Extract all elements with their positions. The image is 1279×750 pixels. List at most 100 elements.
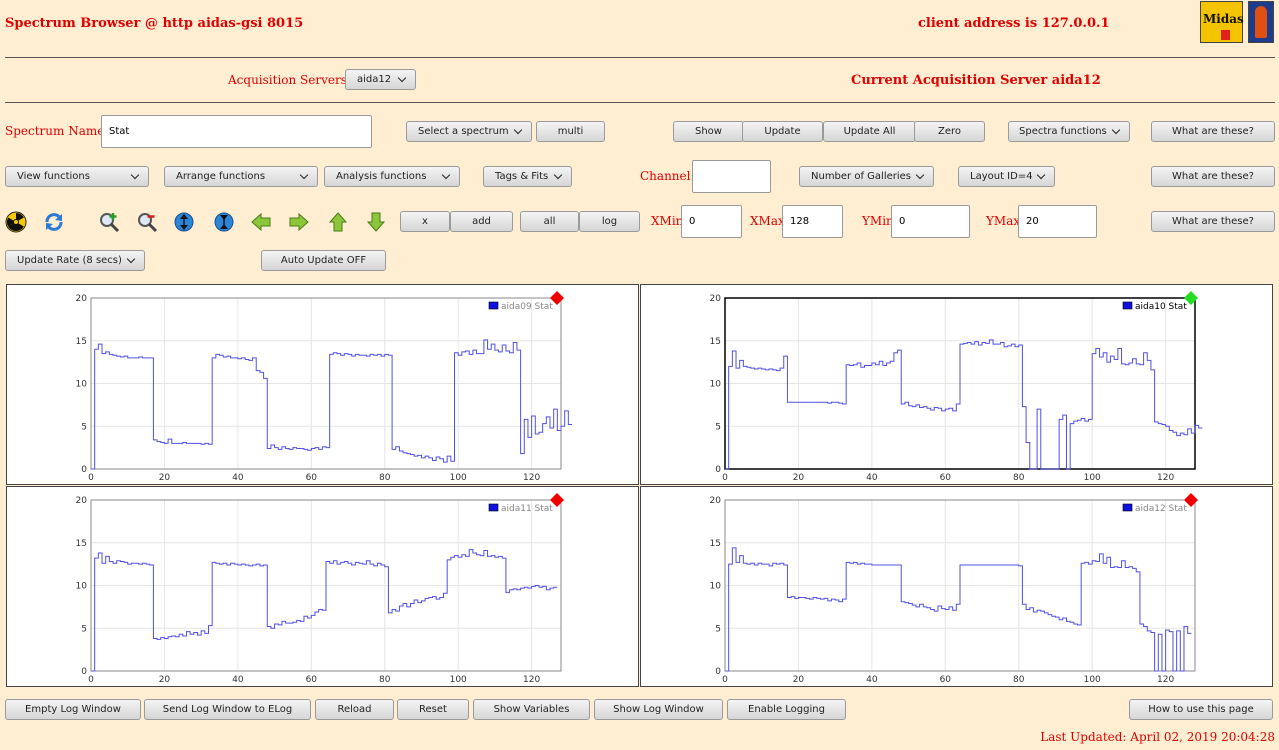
multi-button[interactable]: multi bbox=[536, 121, 605, 142]
arrow-down-icon[interactable] bbox=[365, 211, 387, 233]
status-diamond-icon bbox=[1184, 291, 1198, 305]
x-tick-label: 20 bbox=[159, 675, 171, 685]
xmax-input[interactable]: 128 bbox=[782, 205, 843, 238]
x-tick-label: 40 bbox=[866, 473, 878, 483]
y-tick-label: 5 bbox=[715, 624, 721, 634]
arrow-up-icon[interactable] bbox=[327, 211, 349, 233]
select-spectrum-dropdown[interactable]: Select a spectrum bbox=[406, 121, 532, 142]
zero-button[interactable]: Zero bbox=[914, 121, 985, 142]
x-tick-label: 80 bbox=[379, 473, 391, 483]
y-tick-label: 15 bbox=[76, 337, 87, 347]
chevron-down-icon bbox=[513, 125, 523, 135]
y-tick-label: 0 bbox=[715, 465, 721, 475]
client-address: client address is 127.0.0.1 bbox=[918, 16, 1110, 31]
x-button[interactable]: x bbox=[400, 211, 450, 232]
spectrum-name-input[interactable]: Stat bbox=[101, 115, 372, 148]
analysis-functions-dropdown[interactable]: Analysis functions bbox=[324, 166, 460, 187]
y-tick-label: 10 bbox=[76, 380, 88, 390]
x-tick-label: 0 bbox=[88, 473, 94, 483]
acquisition-server-select[interactable]: aida12 bbox=[345, 69, 416, 90]
divider bbox=[5, 102, 1275, 103]
status-diamond-icon bbox=[550, 291, 564, 305]
chevron-down-icon bbox=[130, 170, 140, 180]
update-all-button[interactable]: Update All bbox=[823, 121, 916, 142]
spectrum-panel-2[interactable]: 0 20 40 60 80 100 120 0 5 10 15 20 aida10 Stat bbox=[640, 284, 1273, 485]
x-tick-label: 100 bbox=[1084, 675, 1101, 685]
secondary-logo bbox=[1248, 1, 1274, 43]
zoom-out-icon[interactable] bbox=[136, 211, 158, 233]
tags-fits-dropdown[interactable]: Tags & Fits bbox=[483, 166, 572, 187]
show-variables-button[interactable]: Show Variables bbox=[473, 699, 590, 720]
y-tick-label: 15 bbox=[710, 539, 721, 549]
zoom-in-icon[interactable] bbox=[98, 211, 120, 233]
update-rate-dropdown[interactable]: Update Rate (8 secs) bbox=[5, 250, 145, 271]
arrow-right-icon[interactable] bbox=[288, 211, 310, 233]
channel-label: Channel: bbox=[640, 169, 695, 183]
spectrum-chart-3: 0 20 40 60 80 100 120 0 5 10 15 20 aida11 Stat bbox=[76, 493, 564, 685]
reload-button[interactable]: Reload bbox=[315, 699, 394, 720]
chevron-down-icon bbox=[553, 170, 563, 180]
arrange-functions-dropdown[interactable]: Arrange functions bbox=[164, 166, 318, 187]
empty-log-window-button[interactable]: Empty Log Window bbox=[5, 699, 141, 720]
refresh-icon[interactable] bbox=[43, 211, 65, 233]
y-tick-label: 10 bbox=[710, 380, 722, 390]
what-are-these-button-1[interactable]: What are these? bbox=[1151, 121, 1275, 142]
x-tick-label: 120 bbox=[523, 675, 540, 685]
xmin-input[interactable]: 0 bbox=[681, 205, 742, 238]
show-log-window-button[interactable]: Show Log Window bbox=[594, 699, 723, 720]
tags-fits-label: Tags & Fits bbox=[495, 171, 549, 182]
midas-logo: Midas bbox=[1200, 1, 1244, 43]
series-line bbox=[91, 549, 558, 672]
radiation-icon[interactable] bbox=[5, 211, 27, 233]
what-are-these-button-2[interactable]: What are these? bbox=[1151, 166, 1275, 187]
channel-input[interactable] bbox=[692, 160, 771, 193]
x-tick-label: 20 bbox=[793, 675, 805, 685]
layout-dropdown[interactable]: Layout ID=4 bbox=[958, 166, 1055, 187]
chevron-down-icon bbox=[126, 254, 136, 264]
logo-text: Midas bbox=[1203, 12, 1244, 26]
plot-frame bbox=[90, 297, 562, 470]
view-functions-dropdown[interactable]: View functions bbox=[5, 166, 149, 187]
number-of-galleries-dropdown[interactable]: Number of Galleries bbox=[799, 166, 934, 187]
arrow-left-icon[interactable] bbox=[250, 211, 272, 233]
x-tick-label: 80 bbox=[1013, 675, 1025, 685]
layout-label: Layout ID=4 bbox=[970, 171, 1033, 182]
update-rate-label: Update Rate (8 secs) bbox=[17, 255, 122, 266]
current-server: Current Acquisition Server aida12 bbox=[851, 73, 1101, 88]
xmin-label: XMin bbox=[651, 214, 684, 228]
enable-logging-button[interactable]: Enable Logging bbox=[727, 699, 846, 720]
all-button[interactable]: all bbox=[520, 211, 579, 232]
update-button[interactable]: Update bbox=[742, 121, 823, 142]
spectrum-name-label: Spectrum Name: bbox=[5, 124, 109, 138]
reset-button[interactable]: Reset bbox=[397, 699, 469, 720]
x-tick-label: 120 bbox=[1157, 473, 1174, 483]
show-button[interactable]: Show bbox=[673, 121, 744, 142]
spectrum-panel-3[interactable]: 0 20 40 60 80 100 120 0 5 10 15 20 aida11 Stat bbox=[6, 486, 639, 687]
y-tick-label: 20 bbox=[76, 294, 88, 304]
send-log-to-elog-button[interactable]: Send Log Window to ELog bbox=[144, 699, 311, 720]
chevron-down-icon bbox=[915, 170, 925, 180]
ymin-input[interactable]: 0 bbox=[891, 205, 970, 238]
spectra-functions-label: Spectra functions bbox=[1019, 126, 1107, 137]
select-spectrum-label: Select a spectrum bbox=[418, 126, 509, 137]
chevron-down-icon bbox=[1036, 170, 1046, 180]
what-are-these-button-3[interactable]: What are these? bbox=[1151, 211, 1275, 232]
analysis-functions-label: Analysis functions bbox=[336, 171, 427, 182]
add-button[interactable]: add bbox=[450, 211, 513, 232]
x-tick-label: 120 bbox=[523, 473, 540, 483]
x-tick-label: 120 bbox=[1157, 675, 1174, 685]
acquisition-server-value: aida12 bbox=[357, 74, 392, 85]
how-to-use-button[interactable]: How to use this page bbox=[1129, 699, 1273, 720]
divider bbox=[5, 57, 1275, 58]
spectra-functions-dropdown[interactable]: Spectra functions bbox=[1008, 121, 1130, 142]
x-tick-label: 40 bbox=[232, 473, 244, 483]
spectrum-panel-1[interactable]: 0 20 40 60 80 100 120 0 5 10 15 20 aida09 Stat bbox=[6, 284, 639, 485]
auto-update-button[interactable]: Auto Update OFF bbox=[261, 250, 386, 271]
ymax-input[interactable]: 20 bbox=[1018, 205, 1097, 238]
log-button[interactable]: log bbox=[579, 211, 640, 232]
spectrum-panel-4[interactable]: 0 20 40 60 80 100 120 0 5 10 15 20 aida12 Stat bbox=[640, 486, 1273, 687]
y-tick-label: 0 bbox=[81, 667, 87, 677]
x-tick-label: 100 bbox=[1084, 473, 1101, 483]
expand-vertical-icon[interactable] bbox=[173, 211, 195, 233]
compress-vertical-icon[interactable] bbox=[213, 211, 235, 233]
